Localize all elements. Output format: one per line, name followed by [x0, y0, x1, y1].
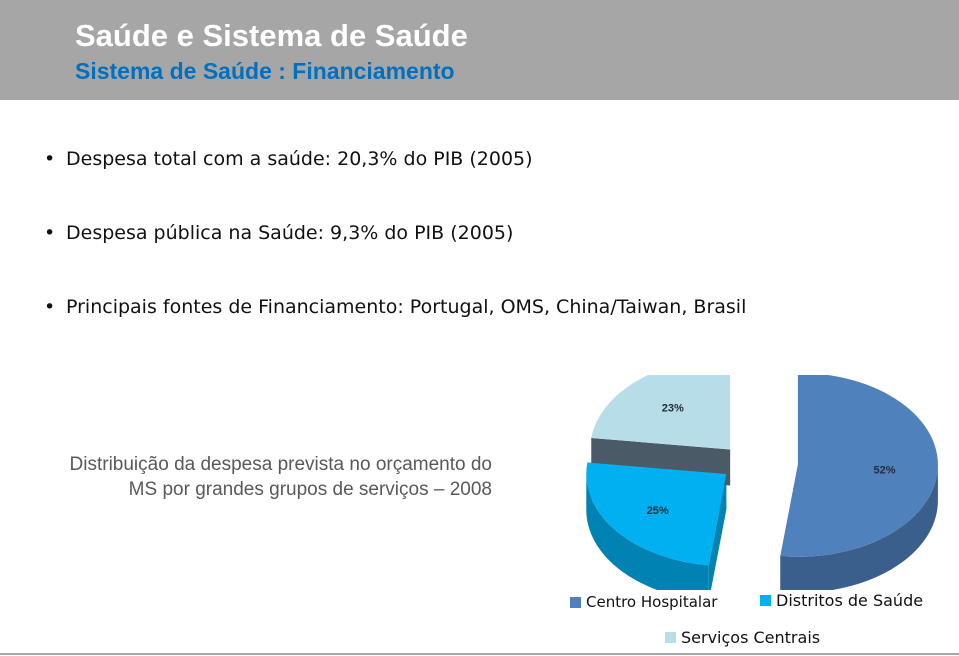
- legend-label: Serviços Centrais: [681, 628, 821, 647]
- pie-slice-servi-os-centrais: [591, 375, 731, 450]
- pie-slice-centro-hospitalar: [780, 375, 938, 557]
- bullet-text: Despesa pública na Saúde: 9,3% do PIB (2…: [66, 222, 514, 244]
- legend-item-distritos-de-saude: Distritos de Saúde: [760, 591, 923, 610]
- chart-caption: Distribuição da despesa prevista no orça…: [69, 454, 492, 500]
- bullet-icon: •: [44, 222, 56, 244]
- pie-data-label: 23%: [662, 403, 684, 415]
- legend-swatch: [570, 596, 581, 608]
- footer-divider: [0, 653, 959, 655]
- bullet-list: • Despesa total com a saúde: 20,3% do PIB…: [42, 148, 746, 370]
- bullet-icon: •: [44, 148, 56, 170]
- bullet-item: • Despesa pública na Saúde: 9,3% do PIB (…: [42, 222, 746, 296]
- pie-chart: 52% 25% 23%: [586, 375, 938, 590]
- pie-slice-side: [780, 464, 938, 590]
- legend-item-servicos-centrais: Serviços Centrais: [665, 628, 820, 647]
- legend-swatch: [760, 595, 771, 606]
- legend-item-centro-hospitalar: Centro Hospitalar: [570, 593, 717, 611]
- pie-data-label: 25%: [647, 505, 669, 517]
- pie-slice-distritos-de-sa-de: [586, 462, 727, 566]
- bullet-text: Principais fontes de Financiamento: Port…: [66, 296, 747, 318]
- bullet-text: Despesa total com a saúde: 20,3% do PIB …: [66, 148, 533, 170]
- slide-header: Saúde e Sistema de Saúde Sistema de Saúd…: [0, 0, 959, 100]
- bullet-icon: •: [44, 296, 56, 318]
- bullet-item: • Principais fontes de Financiamento: Por…: [42, 296, 746, 370]
- bullet-item: • Despesa total com a saúde: 20,3% do PIB…: [42, 148, 746, 222]
- legend-label: Centro Hospitalar: [586, 593, 718, 611]
- slide-subtitle: Sistema de Saúde : Financiamento: [75, 58, 455, 84]
- legend-swatch: [665, 632, 676, 643]
- pie-data-label: 52%: [874, 464, 896, 476]
- slide-title: Saúde e Sistema de Saúde: [75, 18, 468, 53]
- legend-label: Distritos de Saúde: [776, 591, 924, 610]
- pie-slice-side: [586, 474, 709, 590]
